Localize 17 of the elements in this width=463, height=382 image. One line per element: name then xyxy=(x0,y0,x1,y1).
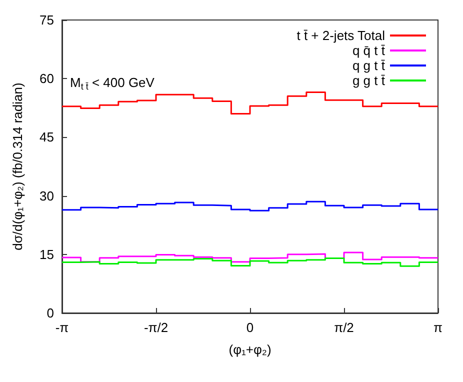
legend-label: g g t t̄ xyxy=(352,73,386,88)
legend-label: q q̄ t t̄ xyxy=(352,43,386,58)
y-tick-label: 75 xyxy=(40,12,54,28)
y-axis-title: dσ/d(φ₁+φ₂) (fb/0.314 radian) xyxy=(10,82,25,250)
y-tick-label: 15 xyxy=(40,246,54,262)
x-axis-title: (φ₁+φ₂) xyxy=(228,342,272,357)
y-tick-label: 30 xyxy=(40,188,54,204)
x-tick-label: 0 xyxy=(246,320,254,335)
y-tick-label: 45 xyxy=(40,130,54,145)
x-tick-label: π/2 xyxy=(334,320,354,335)
legend-label: q g t t̄ xyxy=(352,58,386,73)
x-tick-label: -π/2 xyxy=(144,320,168,335)
x-tick-label: -π xyxy=(55,320,69,335)
y-tick-label: 0 xyxy=(46,306,54,320)
legend-label: t t̄ + 2-jets Total xyxy=(296,28,386,43)
x-tick-label: π xyxy=(434,320,443,335)
y-tick-label: 60 xyxy=(40,71,54,86)
